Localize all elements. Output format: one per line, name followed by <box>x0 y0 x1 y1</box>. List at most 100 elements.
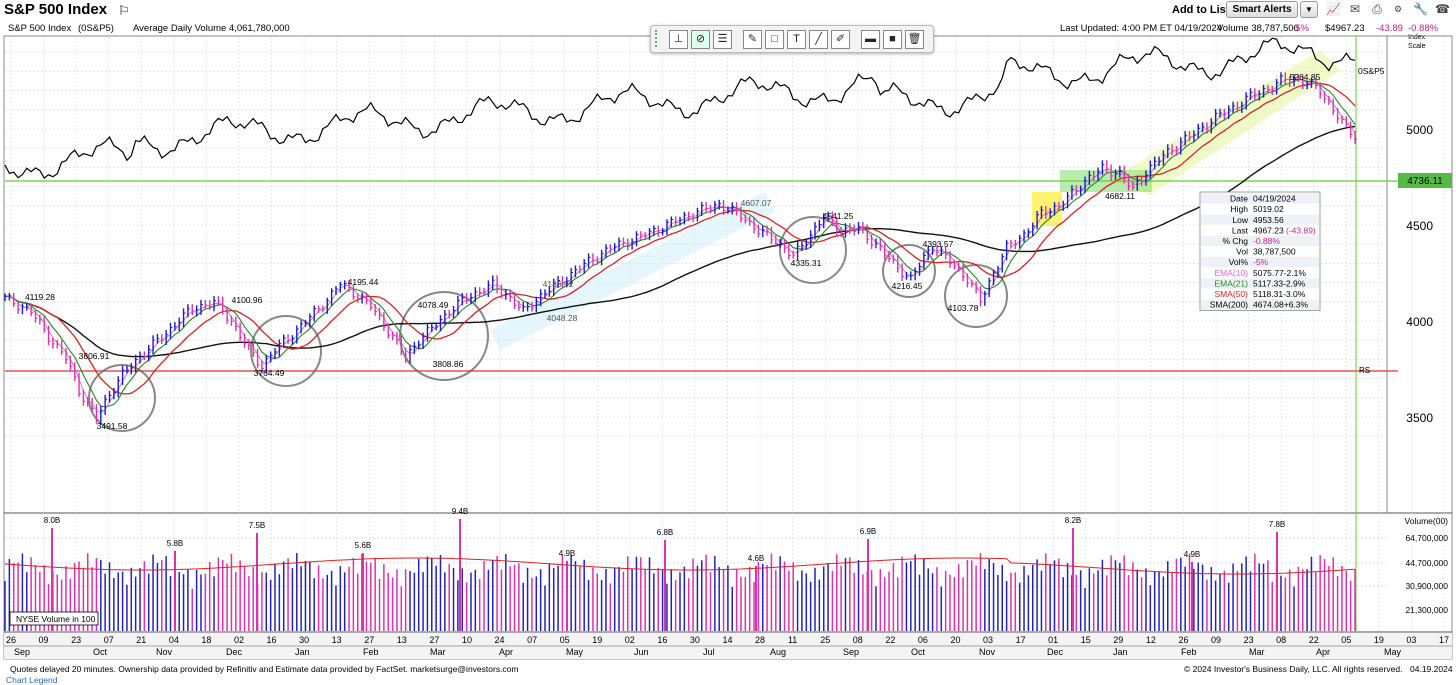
volume-legend-box <box>9 611 99 626</box>
x-day-label: 10 <box>462 635 472 645</box>
volume-pct: -5% <box>1292 23 1309 34</box>
text-icon[interactable]: T <box>787 30 806 49</box>
x-day-label: 06 <box>918 635 928 645</box>
phone-icon[interactable]: ☎ <box>1435 2 1450 16</box>
volume-spike-label: 6.9B <box>860 527 876 536</box>
volume-today: Volume 38,787,500 <box>1217 23 1299 34</box>
price-label: 4048.28 <box>547 313 578 323</box>
volume-spike-label: 4.9B <box>559 549 575 558</box>
data-row-label: EMA(10) <box>1214 268 1248 278</box>
settings-icon[interactable]: ⚙ <box>1393 4 1403 14</box>
x-day-label: 27 <box>429 635 439 645</box>
volume-spike-label: 6.8B <box>657 528 673 537</box>
price-label: 4541.25 <box>823 211 854 221</box>
data-row-value: 5117.33-2.9% <box>1253 278 1306 288</box>
data-row-label: SMA(50) <box>1214 289 1248 299</box>
x-day-label: 23 <box>71 635 81 645</box>
price-label: 4393.57 <box>923 239 954 249</box>
print-icon[interactable]: ⎙ <box>1372 2 1382 16</box>
price-label: 4607.07 <box>741 198 772 208</box>
price-label: 4195.44 <box>348 277 379 287</box>
index-scale-label-2: Scale <box>1408 43 1426 50</box>
x-day-label: 25 <box>820 635 830 645</box>
volume-tick-label: 21,300,000 <box>1405 605 1448 615</box>
list-icon[interactable]: ☰ <box>713 30 732 49</box>
price-change-pct: -0.88% <box>1408 23 1439 34</box>
line-icon[interactable]: ╱ <box>809 30 828 49</box>
volume-tick-label: 44,700,000 <box>1405 558 1448 568</box>
x-month-label: Mar <box>430 647 446 657</box>
rect-icon[interactable]: □ <box>765 30 784 49</box>
price-label: 3806.91 <box>79 351 110 361</box>
email-icon[interactable]: ✉ <box>1349 2 1361 16</box>
x-day-label: 19 <box>592 635 602 645</box>
last-price: $4967.23 <box>1325 23 1365 34</box>
x-day-label: 20 <box>950 635 960 645</box>
data-row-value: 4953.56 <box>1253 215 1284 225</box>
data-row-bg <box>1201 299 1319 310</box>
x-day-label: 26 <box>1178 635 1188 645</box>
drag-handle[interactable] <box>655 30 661 47</box>
x-month-label: Jul <box>703 647 715 657</box>
x-day-label: 04 <box>169 635 179 645</box>
chevron-down-icon[interactable]: ▼ <box>1300 1 1318 18</box>
x-day-label: 13 <box>397 635 407 645</box>
paint-icon[interactable]: ✎ <box>743 30 762 49</box>
price-chart[interactable]: 4736.11 RS 0S&P5 4119.28 3806.91 3491.58 410… <box>0 0 1456 660</box>
volume-spike-label: 8.2B <box>1065 516 1081 525</box>
smart-alerts-button[interactable]: Smart Alerts <box>1226 1 1298 18</box>
x-day-label: 01 <box>1048 635 1058 645</box>
trend-tool-icon[interactable]: ⊘ <box>691 30 710 49</box>
page-title: S&P 500 Index <box>4 1 108 18</box>
x-day-label: 23 <box>1244 635 1254 645</box>
crosshair-icon[interactable]: ⊥ <box>669 30 688 49</box>
price-labels: 4119.28 3806.91 3491.58 4100.96 3764.49 4195.… <box>25 72 1321 431</box>
x-month-label: Feb <box>1181 647 1197 657</box>
data-row-label: EMA(21) <box>1214 278 1248 288</box>
x-month-label: Jan <box>1113 647 1128 657</box>
x-day-label: 02 <box>625 635 635 645</box>
uptrend-channel-blue <box>490 192 775 350</box>
pen-icon[interactable]: ✐ <box>831 30 850 49</box>
x-month-label: Sep <box>14 647 30 657</box>
data-row-label: Vol% <box>1229 257 1249 267</box>
price-label: 5264.85 <box>1290 72 1321 82</box>
data-row-value: -5% <box>1253 257 1269 267</box>
volume-pane: 8.0B 5.8B 7.5B 5.6B 9.4B 4.9B 6.8B 4.6B 6.9B 8.2B… <box>4 507 1448 631</box>
x-day-label: 19 <box>1374 635 1384 645</box>
fill-icon[interactable]: ■ <box>883 30 902 49</box>
x-day-label: 30 <box>690 635 700 645</box>
price-label: 4119.28 <box>25 292 55 302</box>
x-day-label: 28 <box>755 635 765 645</box>
x-month-label: Mar <box>1249 647 1265 657</box>
last-updated: Last Updated: 4:00 PM ET 04/19/2024 <box>1060 23 1222 34</box>
data-row-bg <box>1201 235 1319 246</box>
chart-icon[interactable]: 📈 <box>1326 2 1341 16</box>
data-row-label: SMA(200) <box>1210 300 1248 310</box>
data-row-bg <box>1201 267 1319 278</box>
x-day-label: 07 <box>527 635 537 645</box>
data-row-bg <box>1201 288 1319 299</box>
x-day-label: 17 <box>1439 635 1449 645</box>
rs-label: RS <box>1359 366 1370 375</box>
data-row-value: 38,787,500 <box>1253 247 1296 257</box>
price-change: -43.89 <box>1376 23 1403 34</box>
x-month-label: Apr <box>499 647 513 657</box>
x-day-label: 03 <box>1406 635 1416 645</box>
x-day-label: 16 <box>657 635 667 645</box>
chart-legend-link[interactable]: Chart Legend <box>6 675 58 685</box>
hline-icon[interactable]: ▬ <box>861 30 880 49</box>
pattern-circle <box>250 315 322 387</box>
index-scale-label: Index <box>1408 34 1426 41</box>
x-month-label: Apr <box>1316 647 1330 657</box>
trash-icon[interactable]: 🗑 <box>905 30 924 49</box>
x-month-label: Oct <box>93 647 108 657</box>
x-day-label: 14 <box>722 635 732 645</box>
flag-icon[interactable]: ⚐ <box>118 3 130 18</box>
y-tick-label: 3500 <box>1406 411 1433 425</box>
data-box: Date 04/19/2024 High 5019.02 Low 4953.56 Last 4… <box>1199 191 1321 311</box>
wrench-icon[interactable]: 🔧 <box>1413 2 1428 16</box>
x-day-label: 09 <box>39 635 49 645</box>
volume-spike-label: 4.6B <box>748 554 764 563</box>
x-day-label: 22 <box>1309 635 1319 645</box>
